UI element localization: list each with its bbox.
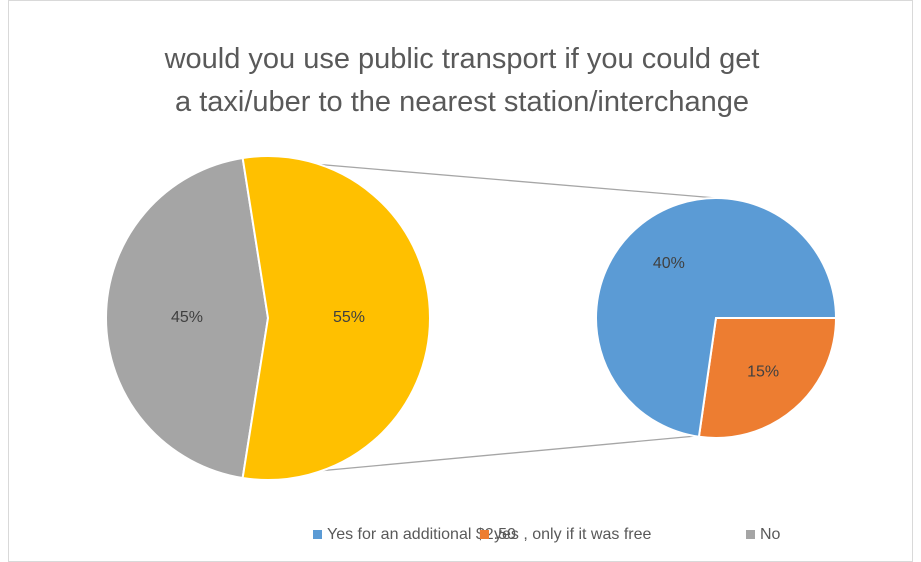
data-label: 45% [171,309,203,326]
legend-marker [313,530,322,539]
data-label: 15% [747,364,779,381]
chart-title: would you use public transport if you co… [164,43,760,118]
pie-slice [697,317,838,439]
data-label: 40% [653,255,685,272]
legend-label: Yes for an additional $2.50 [327,526,516,543]
pie-slice [595,197,838,438]
pie-slice [104,156,270,480]
legend-marker [480,530,489,539]
legend-label: yes , only if it was free [494,526,651,543]
legend-marker [746,530,755,539]
data-label: 55% [333,309,365,326]
legend-label: No [760,526,781,543]
pie-slice [241,155,431,481]
